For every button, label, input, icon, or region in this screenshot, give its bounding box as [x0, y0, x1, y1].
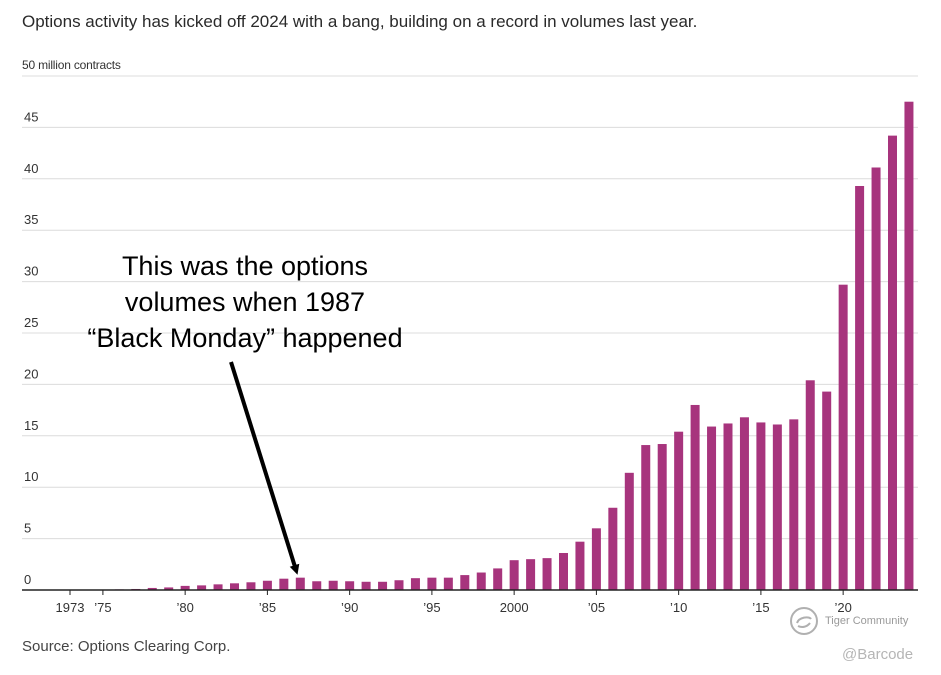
bar-2020 — [838, 284, 848, 590]
bar-2004 — [575, 541, 585, 590]
annotation-line-2: volumes when 1987 — [124, 287, 366, 317]
y-tick-label: 40 — [24, 161, 38, 176]
bar-1989 — [328, 580, 338, 590]
x-axis — [22, 589, 918, 595]
bar-1978 — [147, 587, 157, 590]
bar-2014 — [739, 417, 749, 590]
bar-2009 — [657, 444, 667, 590]
y-axis-unit-label: 50 million contracts — [22, 58, 121, 72]
bar-2015 — [756, 422, 766, 590]
x-tick-label: ’15 — [752, 600, 769, 615]
y-tick-label: 30 — [24, 264, 38, 279]
x-tick-label: ’80 — [176, 600, 193, 615]
annotation-callout: This was the options volumes when 1987 “… — [40, 248, 450, 356]
annotation-arrow-line — [229, 361, 300, 575]
bar-2001 — [526, 559, 536, 590]
bar-1985 — [262, 580, 272, 590]
bar-2024 — [904, 101, 914, 590]
bar-1995 — [427, 577, 437, 590]
bar-2005 — [591, 528, 601, 590]
x-tick-label: ’05 — [588, 600, 605, 615]
bar-1987 — [295, 577, 305, 590]
watermark-tiger-community: Tiger Community — [789, 606, 908, 636]
bar-1996 — [443, 577, 453, 590]
bar-1998 — [476, 572, 486, 590]
bar-2002 — [542, 558, 552, 590]
bar-1999 — [493, 568, 503, 590]
watermark-brand-text: Tiger Community — [825, 615, 909, 627]
bars — [65, 101, 914, 591]
bar-2021 — [855, 185, 865, 590]
x-tick-label: ’95 — [423, 600, 440, 615]
x-tick-label: 2000 — [500, 600, 529, 615]
bar-2013 — [723, 423, 733, 590]
bar-2011 — [690, 404, 700, 590]
annotation-line-1: This was the options — [121, 251, 369, 281]
y-tick-label: 20 — [24, 366, 38, 381]
source-note: Source: Options Clearing Corp. — [22, 638, 231, 655]
bar-2012 — [707, 426, 717, 590]
bar-1993 — [394, 580, 404, 590]
bar-2019 — [822, 391, 832, 590]
bar-2016 — [772, 424, 782, 590]
x-tick-label: ’75 — [94, 600, 111, 615]
bar-1997 — [460, 575, 470, 590]
bar-1979 — [164, 587, 174, 590]
bar-2022 — [871, 167, 881, 590]
y-tick-label: 10 — [24, 469, 38, 484]
bar-2000 — [509, 560, 519, 590]
y-tick-label: 45 — [24, 109, 38, 124]
x-tick-label: ’90 — [341, 600, 358, 615]
x-axis-tick-labels: 1973 ’75 ’80 ’85 ’90 ’95 2000 ’05 ’10 ’15 ’20 — [56, 600, 852, 615]
chart-title: Options activity has kicked off 2024 wit… — [22, 12, 698, 31]
bar-2018 — [805, 380, 815, 590]
y-axis-tick-labels: 0 5 10 15 20 25 30 35 40 45 — [24, 109, 38, 587]
bar-1984 — [246, 582, 256, 590]
x-tick-label: 1973 — [56, 600, 85, 615]
bar-1980 — [180, 585, 190, 590]
bar-2007 — [624, 472, 634, 590]
annotation-arrow — [229, 361, 300, 575]
tiger-logo-icon — [790, 607, 818, 635]
y-tick-label: 25 — [24, 315, 38, 330]
x-tick-label: ’20 — [834, 600, 851, 615]
x-tick-label: ’10 — [670, 600, 687, 615]
bar-1981 — [197, 585, 207, 590]
watermark-handle: @Barcode — [842, 646, 914, 663]
annotation-line-3: “Black Monday” happened — [87, 323, 403, 353]
bar-2017 — [789, 419, 799, 590]
bar-1992 — [378, 581, 388, 590]
bar-chart: 0 5 10 15 20 25 30 35 40 45 1973 ’75 ’80 ’85 ’90 ’95 20… — [22, 75, 918, 615]
bar-1994 — [410, 578, 420, 590]
bar-1986 — [279, 578, 289, 590]
bar-1983 — [230, 583, 239, 590]
y-tick-label: 35 — [24, 212, 38, 227]
bar-1991 — [361, 581, 371, 590]
bar-1990 — [345, 581, 355, 590]
y-tick-label: 5 — [24, 521, 31, 536]
bar-2010 — [674, 431, 684, 590]
bar-2023 — [888, 135, 897, 590]
x-tick-label: ’85 — [259, 600, 276, 615]
bar-2003 — [559, 552, 568, 590]
bar-1982 — [213, 584, 223, 590]
y-tick-label: 0 — [24, 572, 31, 587]
gridlines — [22, 75, 918, 540]
y-tick-label: 15 — [24, 418, 38, 433]
bar-2006 — [608, 507, 618, 590]
bar-2008 — [641, 445, 651, 590]
bar-1988 — [312, 581, 322, 590]
